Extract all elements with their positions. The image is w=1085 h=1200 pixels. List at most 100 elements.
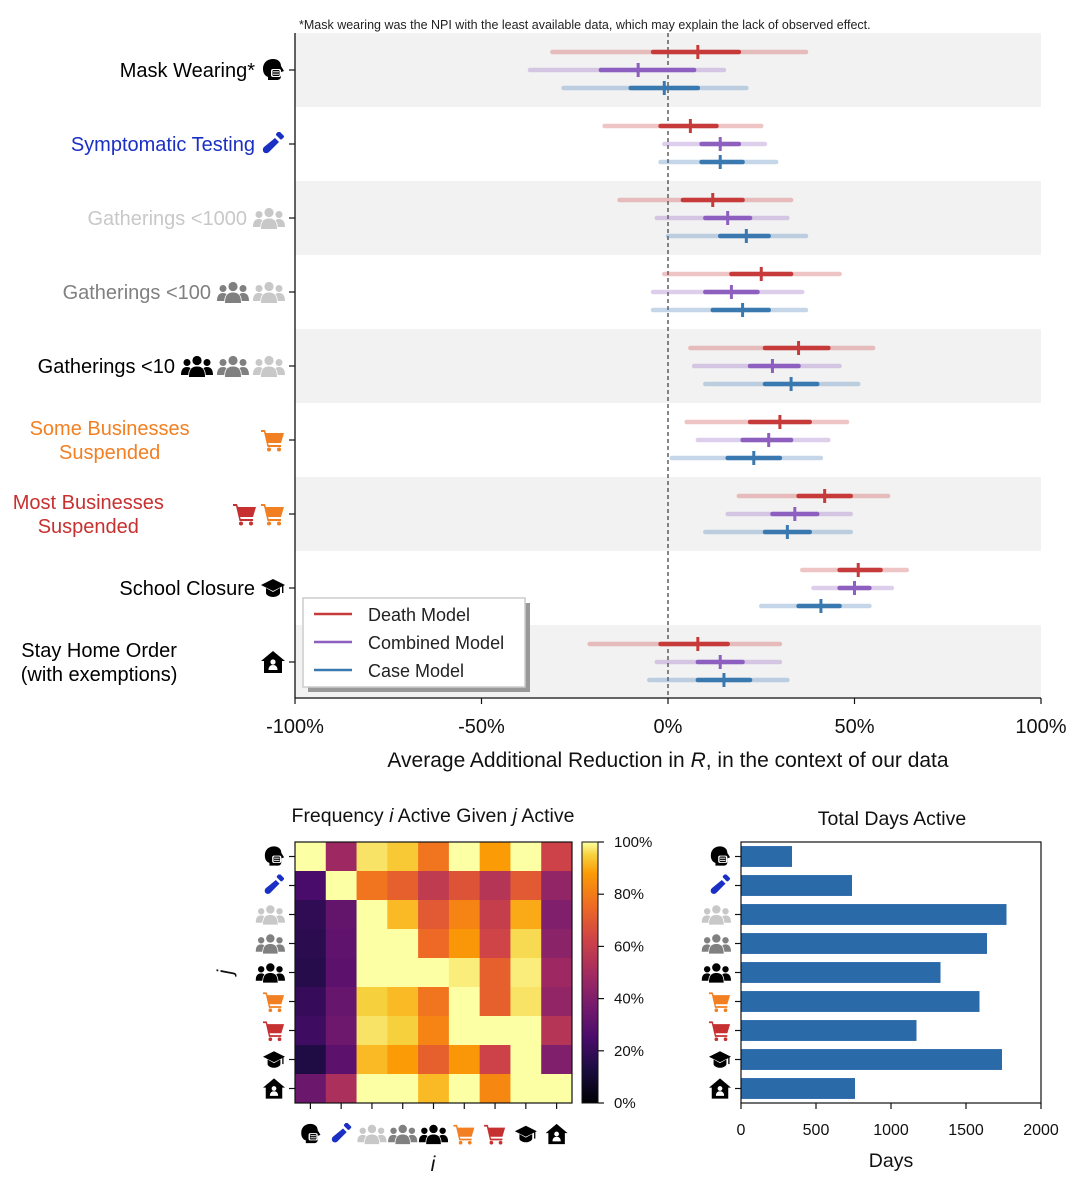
cap-icon bbox=[263, 1051, 285, 1068]
heatmap-cell bbox=[387, 1016, 419, 1046]
group-icon bbox=[357, 1124, 387, 1145]
x-tick-label: 100% bbox=[1015, 716, 1066, 738]
heatmap-cell bbox=[356, 929, 388, 959]
heatmap-cell bbox=[541, 1045, 573, 1075]
bar-x-tick-label: 1000 bbox=[873, 1122, 909, 1139]
heatmap-cell bbox=[448, 987, 481, 1017]
legend-label-death: Death Model bbox=[368, 605, 470, 625]
x-ticks: -100% -50% 0% 50% 100% bbox=[266, 698, 1067, 738]
group-icon bbox=[701, 934, 731, 954]
death-interval-7 bbox=[736, 489, 891, 503]
death-interval-3 bbox=[617, 193, 794, 207]
heatmap-cell bbox=[510, 958, 542, 988]
colorbar-tick-label: 60% bbox=[614, 938, 644, 955]
heatmap-cell bbox=[325, 958, 357, 988]
case-interval-9 bbox=[647, 673, 790, 687]
heatmap-cell bbox=[541, 842, 573, 872]
heatmap-cell bbox=[418, 1016, 450, 1046]
heatmap-cell bbox=[510, 1016, 542, 1046]
legend-label-case: Case Model bbox=[368, 661, 464, 681]
bar-chart: Total Days Active 0 500 1000 1500 2000 Days bbox=[701, 808, 1059, 1172]
x-tick-label: -100% bbox=[266, 716, 324, 738]
death-interval-9 bbox=[587, 637, 783, 651]
heatmap-cell bbox=[510, 900, 542, 930]
bar bbox=[741, 875, 852, 896]
heatmap-cells bbox=[295, 842, 573, 1104]
colorbar-tick-label: 80% bbox=[614, 886, 644, 903]
heatmap-column-icons bbox=[300, 1103, 568, 1145]
heatmap-cell bbox=[479, 1074, 511, 1104]
test-tube-icon bbox=[262, 132, 285, 154]
heatmap-cell bbox=[356, 871, 388, 901]
heatmap-cell bbox=[541, 987, 573, 1017]
test-tube-icon bbox=[710, 874, 731, 894]
heatmap-cell bbox=[387, 987, 419, 1017]
mask-icon bbox=[300, 1123, 321, 1144]
heatmap-cell bbox=[510, 929, 542, 959]
heatmap-cell bbox=[418, 871, 450, 901]
heatmap-cell bbox=[325, 1074, 357, 1104]
bar bbox=[741, 1078, 855, 1099]
combined-interval-6 bbox=[695, 433, 831, 447]
colorbar-gradient bbox=[581, 841, 599, 1104]
death-interval-4 bbox=[662, 267, 842, 281]
bar-x-tick-label: 1500 bbox=[948, 1122, 984, 1139]
heatmap-cell bbox=[418, 900, 450, 930]
colorbar-tick-label: 0% bbox=[614, 1095, 636, 1112]
heatmap-cell bbox=[418, 1045, 450, 1075]
heatmap-row-icons bbox=[255, 845, 295, 1099]
cart-icon bbox=[233, 504, 256, 526]
x-tick-label: 0% bbox=[654, 716, 683, 738]
bar-x-tick-label: 2000 bbox=[1023, 1122, 1059, 1139]
heatmap-cell bbox=[448, 1074, 481, 1104]
case-interval-6 bbox=[669, 451, 824, 465]
case-interval-1 bbox=[561, 81, 749, 95]
bar bbox=[741, 933, 987, 954]
heatmap-cell bbox=[510, 987, 542, 1017]
heatmap-cell bbox=[418, 842, 450, 872]
bar bbox=[741, 1020, 917, 1041]
category-label: Stay Home Order (with exemptions) bbox=[21, 640, 178, 686]
heatmap-cell bbox=[510, 1074, 542, 1104]
heatmap-cell bbox=[418, 987, 450, 1017]
heatmap-cell bbox=[387, 1074, 419, 1104]
heatmap-cell bbox=[387, 900, 419, 930]
colorbar: 0% 20% 40% 60% 80% 100% bbox=[581, 834, 652, 1112]
heatmap-cell bbox=[510, 842, 542, 872]
heatmap-cell bbox=[325, 871, 357, 901]
group-icon bbox=[701, 963, 731, 983]
cap-icon bbox=[514, 1125, 537, 1143]
colorbar-tick-label: 40% bbox=[614, 991, 644, 1008]
category-label: Gatherings <1000 bbox=[87, 208, 247, 230]
heatmap-cell bbox=[387, 1045, 419, 1075]
heatmap-cell bbox=[356, 900, 388, 930]
group-icon bbox=[181, 355, 213, 377]
x-tick-label: -50% bbox=[458, 716, 505, 738]
case-interval-7 bbox=[703, 525, 854, 539]
bar-row-icons bbox=[701, 845, 741, 1099]
heatmap-cell bbox=[448, 842, 481, 872]
heatmap-cell bbox=[479, 1016, 511, 1046]
bar bbox=[741, 962, 941, 983]
colorbar-tick-label: 100% bbox=[614, 834, 652, 851]
bar-chart-title: Total Days Active bbox=[818, 808, 966, 830]
cap-icon bbox=[261, 579, 285, 597]
heatmap-title: Frequency i Active Given j Active bbox=[292, 805, 575, 827]
heatmap-cell bbox=[479, 929, 511, 959]
death-interval-2 bbox=[602, 119, 764, 133]
heatmap-xlabel: i bbox=[431, 1153, 437, 1176]
heatmap-cell bbox=[479, 871, 511, 901]
colorbar-tick-label: 20% bbox=[614, 1043, 644, 1060]
heatmap-cell bbox=[448, 900, 481, 930]
heatmap-cell bbox=[325, 929, 357, 959]
heatmap-cell bbox=[356, 1045, 388, 1075]
cart-icon bbox=[484, 1124, 506, 1145]
heatmap-cell bbox=[541, 958, 573, 988]
house-icon bbox=[545, 1123, 568, 1145]
house-icon bbox=[261, 651, 285, 673]
heatmap-cell bbox=[448, 1045, 481, 1075]
group-icon bbox=[253, 355, 285, 377]
heatmap-cell bbox=[418, 929, 450, 959]
heatmap-cell bbox=[541, 900, 573, 930]
heatmap-cell bbox=[510, 871, 542, 901]
